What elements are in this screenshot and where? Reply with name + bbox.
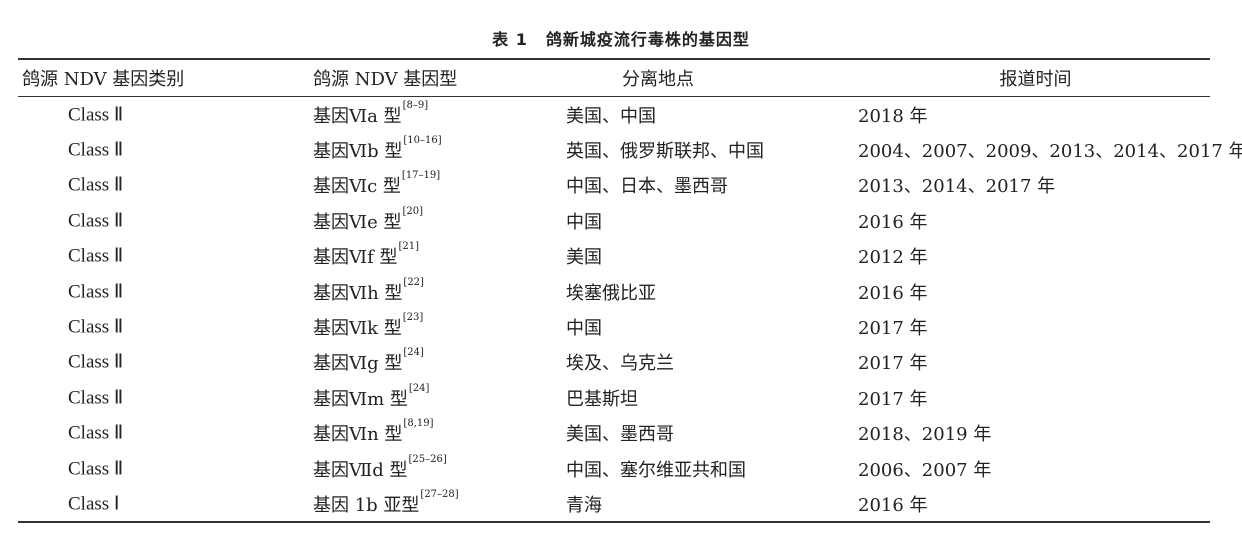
cell-class: Class Ⅱ <box>68 104 124 126</box>
reference-citation: [24] <box>408 382 430 394</box>
header-class: 鸽源 NDV 基因类别 <box>22 69 185 90</box>
bottom-rule <box>18 521 1210 523</box>
table-row: Class Ⅱ 基因Ⅵm 型[24] 巴基斯坦 2017 年 <box>18 380 1210 415</box>
table-row: Class Ⅱ 基因Ⅵb 型[10–16] 英国、俄罗斯联邦、中国 2004、2007… <box>18 132 1242 167</box>
table-row: Class Ⅱ 基因Ⅶd 型[25–26] 中国、塞尔维亚共和国 2006、2007 … <box>18 451 1210 486</box>
cell-time: 2006、2007 年 <box>858 459 992 481</box>
table-row: Class Ⅱ 基因Ⅵg 型[24] 埃及、乌克兰 2017 年 <box>18 345 1210 380</box>
cell-class: Class Ⅱ <box>68 458 124 480</box>
genotype-text: 基因Ⅶd 型 <box>313 459 408 481</box>
cell-time: 2013、2014、2017 年 <box>858 176 1056 198</box>
cell-genotype: 基因Ⅵc 型[17–19] <box>313 170 441 198</box>
table-row: Class Ⅱ 基因Ⅵa 型[8–9] 美国、中国 2018 年 <box>18 97 1210 132</box>
header-time: 报道时间 <box>999 69 1072 90</box>
header-rule <box>18 96 1210 97</box>
cell-time: 2016 年 <box>858 211 928 233</box>
table-row: Class Ⅱ 基因Ⅵk 型[23] 中国 2017 年 <box>18 309 1210 344</box>
genotype-text: 基因Ⅵh 型 <box>313 282 403 304</box>
cell-location: 埃及、乌克兰 <box>566 353 674 375</box>
cell-location: 美国、中国 <box>566 105 656 127</box>
cell-location: 中国、塞尔维亚共和国 <box>566 459 746 481</box>
cell-time: 2017 年 <box>858 318 928 340</box>
reference-citation: [8,19] <box>403 418 434 430</box>
cell-location: 中国 <box>566 211 602 233</box>
table-row: Class Ⅱ 基因Ⅵe 型[20] 中国 2016 年 <box>18 203 1210 238</box>
cell-time: 2017 年 <box>858 353 928 375</box>
reference-citation: [27–28] <box>420 489 459 501</box>
cell-location: 青海 <box>566 495 602 517</box>
cell-time: 2016 年 <box>858 282 928 304</box>
reference-citation: [17–19] <box>401 170 441 182</box>
genotype-text: 基因 1b 亚型 <box>313 495 420 517</box>
cell-location: 巴基斯坦 <box>566 388 638 410</box>
cell-time: 2016 年 <box>858 495 928 517</box>
genotype-text: 基因Ⅵc 型 <box>313 176 401 198</box>
cell-time: 2018、2019 年 <box>858 424 992 446</box>
cell-location: 英国、俄罗斯联邦、中国 <box>566 141 764 163</box>
reference-citation: [24] <box>403 347 424 359</box>
reference-citation: [10–16] <box>403 135 442 147</box>
reference-citation: [20] <box>402 205 424 217</box>
cell-genotype: 基因Ⅵn 型[8,19] <box>313 418 434 446</box>
table-header: 鸽源 NDV 基因类别 鸽源 NDV 基因型 分离地点 报道时间 <box>18 60 1210 96</box>
table-row: Class Ⅱ 基因Ⅵc 型[17–19] 中国、日本、墨西哥 2013、2014、2… <box>18 168 1210 203</box>
header-location: 分离地点 <box>622 69 694 90</box>
reference-citation: [23] <box>402 312 424 324</box>
cell-class: Class Ⅱ <box>68 174 124 196</box>
cell-location: 中国、日本、墨西哥 <box>566 176 728 198</box>
header-genotype: 鸽源 NDV 基因型 <box>313 69 458 90</box>
cell-location: 埃塞俄比亚 <box>566 282 656 304</box>
cell-genotype: 基因Ⅶd 型[25–26] <box>313 453 447 482</box>
reference-citation: [21] <box>398 241 420 253</box>
cell-class: Class Ⅱ <box>68 351 124 373</box>
genotype-text: 基因Ⅵk 型 <box>313 318 402 340</box>
cell-class: Class Ⅱ <box>68 139 124 161</box>
cell-time: 2012 年 <box>858 247 928 269</box>
table-row: Class Ⅱ 基因Ⅵf 型[21] 美国 2012 年 <box>18 239 1210 274</box>
cell-class: Class Ⅱ <box>68 245 124 267</box>
table-number: 表 1 <box>492 30 528 49</box>
table-caption: 鸽新城疫流行毒株的基因型 <box>545 30 750 49</box>
top-rule <box>18 58 1210 60</box>
cell-class: Class Ⅱ <box>68 281 124 303</box>
cell-class: Class Ⅰ <box>68 493 120 515</box>
genotype-text: 基因Ⅵm 型 <box>313 388 408 410</box>
table-title: 表 1 鸽新城疫流行毒株的基因型 <box>0 26 1242 50</box>
cell-time: 2018 年 <box>858 105 928 127</box>
table-row: Class Ⅰ 基因 1b 亚型[27–28] 青海 2016 年 <box>18 486 1210 521</box>
cell-genotype: 基因Ⅵk 型[23] <box>313 312 424 340</box>
cell-class: Class Ⅱ <box>68 422 124 444</box>
cell-genotype: 基因Ⅵa 型[8–9] <box>313 99 429 128</box>
genotype-text: 基因Ⅵe 型 <box>313 211 402 233</box>
genotype-text: 基因Ⅵb 型 <box>313 141 403 163</box>
cell-class: Class Ⅱ <box>68 316 124 338</box>
cell-genotype: 基因Ⅵf 型[21] <box>313 241 420 269</box>
cell-location: 中国 <box>566 318 602 340</box>
cell-genotype: 基因Ⅵh 型[22] <box>313 276 424 305</box>
reference-citation: [8–9] <box>402 99 429 111</box>
cell-genotype: 基因Ⅵm 型[24] <box>313 382 430 411</box>
cell-location: 美国 <box>566 247 602 269</box>
table-row: Class Ⅱ 基因Ⅵn 型[8,19] 美国、墨西哥 2018、2019 年 <box>18 416 1210 451</box>
cell-time: 2017 年 <box>858 388 928 410</box>
cell-genotype: 基因Ⅵb 型[10–16] <box>313 135 442 163</box>
reference-citation: [22] <box>403 276 424 288</box>
genotype-text: 基因Ⅵa 型 <box>313 105 402 127</box>
table-row: Class Ⅱ 基因Ⅵh 型[22] 埃塞俄比亚 2016 年 <box>18 274 1210 309</box>
genotype-text: 基因Ⅵn 型 <box>313 424 403 446</box>
cell-class: Class Ⅱ <box>68 387 124 409</box>
genotype-text: 基因Ⅵf 型 <box>313 247 398 269</box>
cell-genotype: 基因Ⅵg 型[24] <box>313 347 424 375</box>
cell-time: 2004、2007、2009、2013、2014、2017 年 <box>858 141 1242 163</box>
reference-citation: [25–26] <box>408 453 447 465</box>
cell-genotype: 基因 1b 亚型[27–28] <box>313 489 459 517</box>
cell-genotype: 基因Ⅵe 型[20] <box>313 205 424 234</box>
cell-class: Class Ⅱ <box>68 210 124 232</box>
cell-location: 美国、墨西哥 <box>566 424 674 446</box>
genotype-text: 基因Ⅵg 型 <box>313 353 403 375</box>
